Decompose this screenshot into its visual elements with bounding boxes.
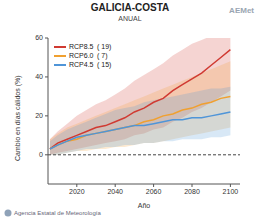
html-text:Agencia Estatal de Meteorologí: Agencia Estatal de Meteorología [14,210,101,216]
html-text:RCP6.0: RCP6.0 [69,52,94,59]
html-text:( 15): ( 15) [97,61,112,68]
html-text:( 19): ( 19) [97,43,112,50]
svg-text:2080: 2080 [184,188,200,195]
svg-text:Año: Año [138,202,151,209]
html-text:RCP8.5: RCP8.5 [69,43,94,50]
svg-text:2020: 2020 [69,188,85,195]
svg-text:2040: 2040 [107,188,123,195]
html-text:ANUAL: ANUAL [118,15,142,22]
html-text:( 7): ( 7) [97,52,108,59]
svg-text:20: 20 [35,112,43,119]
svg-text:2060: 2060 [146,188,162,195]
svg-text:40: 40 [35,73,43,80]
svg-text:Cambio en días cálidos (%): Cambio en días cálidos (%) [14,75,22,161]
svg-text:0: 0 [39,151,43,158]
html-text:GALICIA-COSTA: GALICIA-COSTA [90,2,170,13]
html-text:RCP4.5: RCP4.5 [69,61,94,68]
svg-text:60: 60 [35,34,43,41]
svg-text:2100: 2100 [223,188,239,195]
html-text:AEMet: AEMet [229,6,254,15]
